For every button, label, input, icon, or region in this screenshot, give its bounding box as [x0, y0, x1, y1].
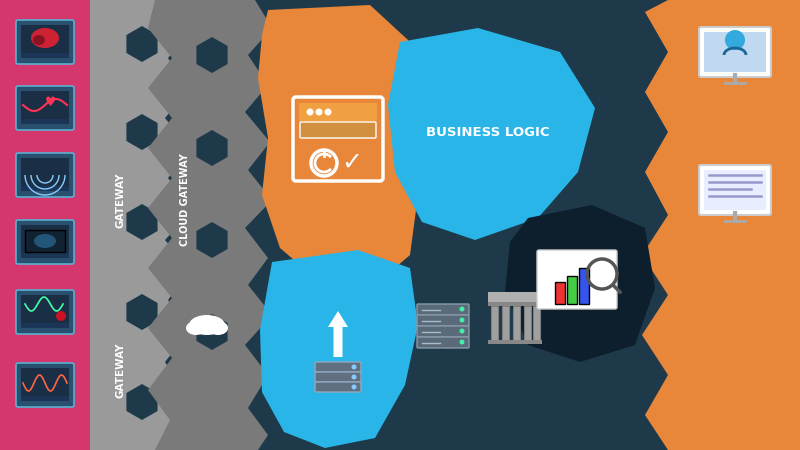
FancyBboxPatch shape — [491, 306, 498, 340]
FancyBboxPatch shape — [300, 122, 376, 138]
Circle shape — [459, 339, 465, 345]
FancyBboxPatch shape — [315, 362, 361, 372]
Ellipse shape — [33, 35, 45, 45]
FancyBboxPatch shape — [21, 119, 69, 124]
FancyBboxPatch shape — [299, 103, 377, 121]
FancyBboxPatch shape — [21, 368, 69, 399]
Text: CLOUD GATEWAY: CLOUD GATEWAY — [180, 153, 190, 247]
FancyBboxPatch shape — [21, 91, 69, 122]
Circle shape — [459, 306, 465, 311]
FancyBboxPatch shape — [16, 290, 74, 334]
FancyBboxPatch shape — [537, 250, 617, 309]
Polygon shape — [642, 0, 800, 450]
FancyBboxPatch shape — [502, 306, 509, 340]
FancyBboxPatch shape — [21, 295, 69, 326]
Polygon shape — [505, 205, 655, 362]
FancyBboxPatch shape — [16, 363, 74, 407]
FancyBboxPatch shape — [417, 337, 469, 348]
FancyBboxPatch shape — [315, 372, 361, 382]
Polygon shape — [260, 250, 418, 448]
Text: GATEWAY: GATEWAY — [115, 172, 125, 228]
Ellipse shape — [189, 315, 225, 335]
Polygon shape — [258, 5, 418, 285]
FancyBboxPatch shape — [21, 225, 69, 256]
FancyBboxPatch shape — [21, 53, 69, 58]
FancyBboxPatch shape — [417, 315, 469, 326]
FancyBboxPatch shape — [21, 186, 69, 191]
FancyBboxPatch shape — [579, 268, 589, 304]
FancyBboxPatch shape — [21, 253, 69, 258]
Circle shape — [351, 384, 357, 390]
Circle shape — [351, 364, 357, 369]
FancyArrow shape — [328, 311, 348, 357]
Ellipse shape — [208, 321, 228, 335]
FancyBboxPatch shape — [21, 158, 69, 189]
Circle shape — [306, 108, 314, 116]
FancyBboxPatch shape — [417, 304, 469, 315]
Circle shape — [325, 108, 331, 116]
FancyBboxPatch shape — [555, 282, 565, 304]
Polygon shape — [488, 292, 540, 302]
FancyBboxPatch shape — [315, 382, 361, 392]
FancyBboxPatch shape — [704, 32, 766, 72]
FancyBboxPatch shape — [699, 165, 771, 215]
Polygon shape — [388, 28, 595, 240]
Polygon shape — [488, 302, 540, 306]
FancyBboxPatch shape — [567, 276, 577, 304]
FancyBboxPatch shape — [21, 25, 69, 56]
FancyBboxPatch shape — [513, 306, 520, 340]
FancyBboxPatch shape — [25, 230, 65, 252]
FancyBboxPatch shape — [21, 323, 69, 328]
Polygon shape — [90, 0, 192, 450]
Circle shape — [459, 318, 465, 323]
Polygon shape — [148, 0, 272, 450]
Polygon shape — [90, 0, 800, 450]
FancyBboxPatch shape — [699, 27, 771, 77]
FancyBboxPatch shape — [21, 396, 69, 401]
FancyBboxPatch shape — [417, 326, 469, 337]
Circle shape — [725, 30, 745, 50]
FancyBboxPatch shape — [16, 220, 74, 264]
Ellipse shape — [186, 321, 206, 335]
Circle shape — [459, 328, 465, 333]
Text: ♥: ♥ — [44, 96, 56, 109]
FancyBboxPatch shape — [16, 153, 74, 197]
FancyBboxPatch shape — [16, 20, 74, 64]
FancyBboxPatch shape — [16, 86, 74, 130]
Polygon shape — [0, 0, 90, 450]
Ellipse shape — [34, 234, 56, 248]
Polygon shape — [488, 340, 542, 344]
Circle shape — [351, 374, 357, 379]
Text: ✓: ✓ — [342, 151, 362, 175]
Text: BUSINESS LOGIC: BUSINESS LOGIC — [426, 126, 550, 139]
FancyBboxPatch shape — [704, 170, 766, 210]
Circle shape — [315, 108, 322, 116]
FancyBboxPatch shape — [524, 306, 531, 340]
FancyBboxPatch shape — [533, 306, 540, 340]
Circle shape — [56, 311, 66, 321]
Ellipse shape — [31, 28, 59, 48]
Text: GATEWAY: GATEWAY — [115, 342, 125, 398]
